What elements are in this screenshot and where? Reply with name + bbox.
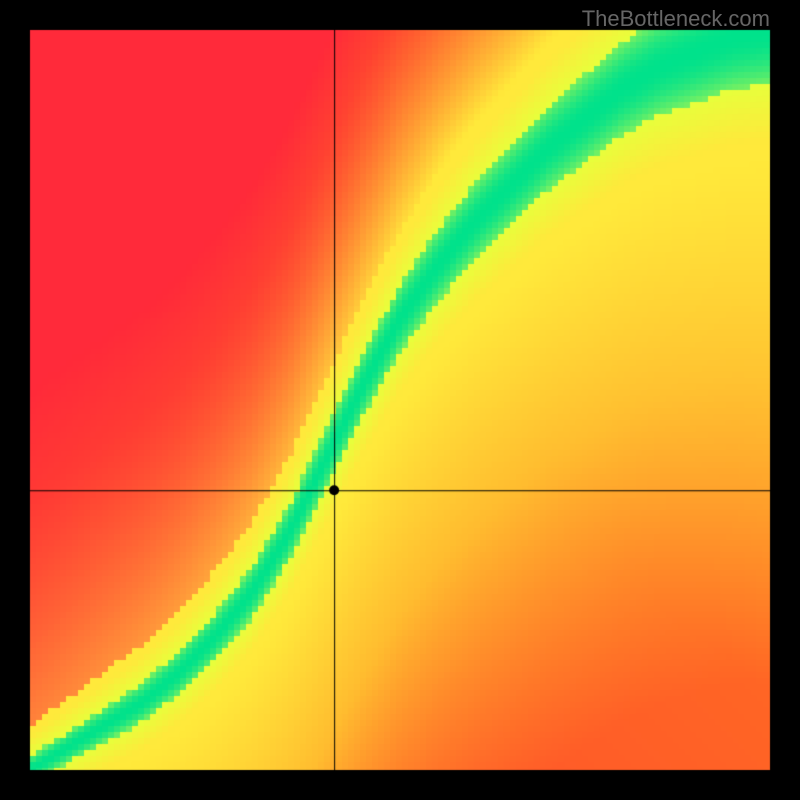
chart-wrap: TheBottleneck.com bbox=[0, 0, 800, 800]
watermark-text: TheBottleneck.com bbox=[582, 6, 770, 32]
heatmap-canvas bbox=[0, 0, 800, 800]
